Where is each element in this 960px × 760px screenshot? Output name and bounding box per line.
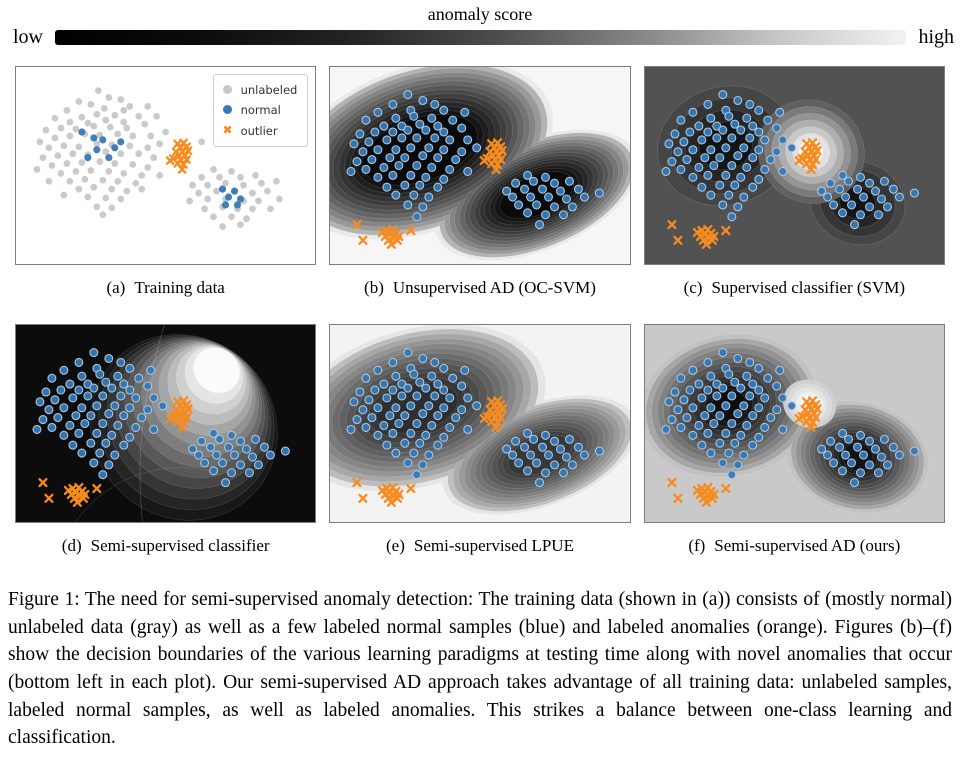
legend-label-unlabeled: unlabeled bbox=[240, 83, 298, 97]
panel-c-caption: (c) Supervised classifier (SVM) bbox=[644, 278, 945, 298]
panel-e-plot bbox=[329, 324, 631, 523]
panel-b-plot bbox=[329, 66, 631, 265]
panel-a-caption-label: (a) bbox=[106, 278, 126, 297]
legend-item-outlier: ✖ outlier bbox=[222, 120, 298, 141]
panel-d-plot bbox=[15, 324, 317, 523]
legend-label-normal: normal bbox=[240, 103, 281, 118]
colorbar-title: anomaly score bbox=[427, 4, 533, 24]
panel-f-caption: (f) Semi-supervised AD (ours) bbox=[644, 536, 945, 556]
panel-e-scatter-contour-svg bbox=[330, 325, 630, 522]
panel-c-caption-text: Supervised classifier (SVM) bbox=[711, 278, 906, 297]
figure-caption: Figure 1: The need for semi-supervised a… bbox=[8, 589, 952, 749]
panel-b-caption-text: Unsupervised AD (OC-SVM) bbox=[392, 278, 596, 297]
panel-f-caption-text: Semi-supervised AD (ours) bbox=[714, 536, 901, 555]
panel-row-1: unlabeled normal ✖ outlier (a) Training d… bbox=[0, 66, 960, 298]
panel-b-caption: (b) Unsupervised AD (OC-SVM) bbox=[329, 278, 630, 298]
panel-f-scatter-contour-svg bbox=[644, 325, 944, 522]
panel-a-caption-text: Training data bbox=[134, 278, 225, 297]
panel-b-caption-label: (b) bbox=[364, 278, 384, 297]
panel-e: (e) Semi-supervised LPUE bbox=[329, 324, 631, 556]
colorbar-gradient bbox=[55, 29, 907, 45]
normal-dot-icon bbox=[222, 100, 234, 120]
panel-c: (c) Supervised classifier (SVM) bbox=[643, 66, 945, 298]
panel-e-caption: (e) Semi-supervised LPUE bbox=[329, 536, 630, 556]
panel-row-2: (d) Semi-supervised classifier (e) Semi-su… bbox=[0, 324, 960, 556]
panel-e-caption-text: Semi-supervised LPUE bbox=[413, 536, 574, 555]
legend-item-unlabeled: unlabeled bbox=[222, 80, 298, 100]
panel-d-caption-text: Semi-supervised classifier bbox=[90, 536, 270, 555]
legend-item-normal: normal bbox=[222, 100, 298, 120]
panel-b-scatter-contour-svg bbox=[330, 67, 630, 264]
panel-f-plot bbox=[643, 324, 945, 523]
panel-f-caption-label: (f) bbox=[688, 536, 706, 555]
panel-b: (b) Unsupervised AD (OC-SVM) bbox=[329, 66, 631, 298]
panel-d-caption-label: (d) bbox=[61, 536, 82, 555]
panel-d-caption: (d) Semi-supervised classifier bbox=[15, 536, 316, 556]
panel-c-scatter-contour-svg bbox=[644, 67, 944, 264]
panel-f: (f) Semi-supervised AD (ours) bbox=[643, 324, 945, 556]
colorbar-row: low high bbox=[0, 24, 960, 48]
panel-c-plot bbox=[643, 66, 945, 265]
legend: unlabeled normal ✖ outlier bbox=[212, 74, 309, 148]
legend-label-outlier: outlier bbox=[240, 123, 278, 138]
unlabeled-dot-icon bbox=[222, 80, 234, 100]
colorbar-low-label: low bbox=[13, 26, 43, 48]
panel-d: (d) Semi-supervised classifier bbox=[15, 324, 317, 556]
panel-a-caption: (a) Training data bbox=[15, 278, 316, 298]
panel-a-plot: unlabeled normal ✖ outlier bbox=[15, 66, 317, 265]
panel-a: unlabeled normal ✖ outlier (a) Training d… bbox=[15, 66, 317, 298]
outlier-x-icon: ✖ bbox=[222, 123, 233, 138]
panel-e-caption-label: (e) bbox=[386, 536, 405, 555]
panel-c-caption-label: (c) bbox=[683, 278, 703, 297]
panel-d-scatter-contour-svg bbox=[16, 325, 316, 522]
anomaly-score-colorbar: anomaly score low high bbox=[0, 0, 960, 48]
colorbar-high-label: high bbox=[918, 26, 954, 48]
